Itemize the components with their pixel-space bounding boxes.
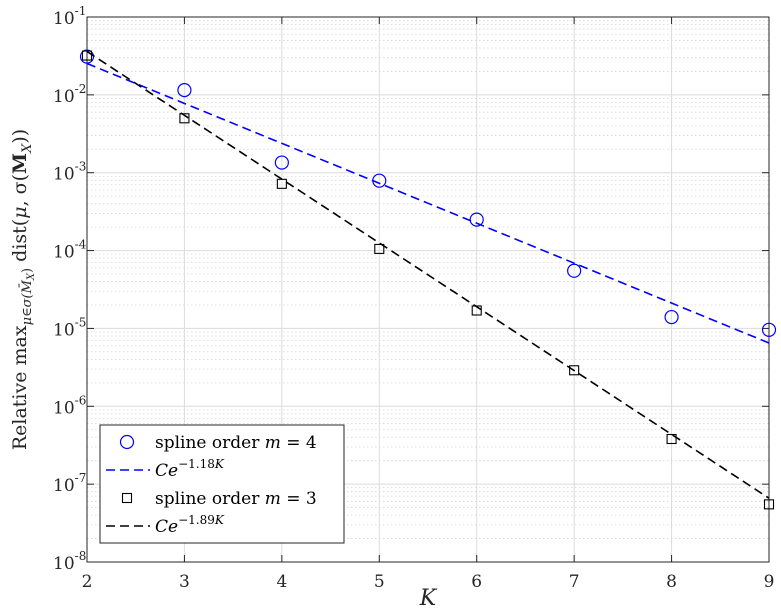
y-tick-label: 10-7 xyxy=(53,471,86,496)
y-label-mu: μ xyxy=(9,206,31,218)
data-point-square xyxy=(179,113,190,124)
legend: spline order m = 4 Ce−1.18K spline order m… xyxy=(99,424,345,544)
y-tick-label: 10-4 xyxy=(53,238,87,263)
legend-label: spline order m = 3 xyxy=(155,489,317,509)
y-label-dist: dist( xyxy=(9,219,31,268)
data-series xyxy=(79,49,777,510)
legend-item: spline order m = 3 xyxy=(121,489,317,509)
y-tick-label: 10-3 xyxy=(53,160,86,185)
data-point-circle xyxy=(274,155,289,170)
data-point-square xyxy=(569,365,580,376)
axis-ticks: 2 3 4 5 6 7 8 9 10-8 10-7 10-6 10-5 10-4 10-3 10-2 10-1 xyxy=(53,4,774,592)
data-point-square xyxy=(81,50,93,61)
y-tick-label: 10-6 xyxy=(53,393,86,418)
y-label-subscript-close: ) xyxy=(20,268,35,273)
data-point-circle xyxy=(761,322,777,337)
legend-label: spline order m = 4 xyxy=(155,433,317,453)
legend-item: spline order m = 4 xyxy=(119,433,317,453)
legend-marker-circle xyxy=(119,434,135,450)
data-point-square xyxy=(666,433,677,445)
y-tick-label: 10-5 xyxy=(53,315,86,340)
legend-marker-square xyxy=(121,492,133,504)
data-point-circle xyxy=(177,83,192,98)
axes-box xyxy=(86,16,770,563)
y-label-subscript: μ∈σ(M̄ xyxy=(19,279,35,325)
legend-item: Ce−1.89K xyxy=(106,513,225,537)
legend-label: Ce−1.18K xyxy=(155,457,225,481)
x-tick-label: 3 xyxy=(179,572,190,592)
x-tick-label: 8 xyxy=(666,572,677,592)
data-point-circle xyxy=(664,309,679,325)
x-tick-label: 9 xyxy=(764,572,775,592)
x-tick-label: 4 xyxy=(276,572,287,592)
x-tick-label: 2 xyxy=(82,572,93,592)
legend-items: spline order m = 4 Ce−1.18K spline order m… xyxy=(106,433,317,537)
data-point-square xyxy=(763,499,775,510)
x-tick-label: 6 xyxy=(471,572,482,592)
y-label-close: )) xyxy=(9,129,31,144)
data-point-circle xyxy=(567,263,582,278)
y-label-subscript-x: X xyxy=(26,272,37,281)
data-point-square xyxy=(276,178,287,189)
legend-box xyxy=(99,424,345,544)
x-axis-label: K xyxy=(419,586,438,611)
x-tick-label: 5 xyxy=(374,572,385,592)
y-label-x: X xyxy=(20,143,35,154)
y-axis-label: Relative maxμ∈σ(M̄X) dist(μ, σ(MX)) xyxy=(9,129,37,450)
y-label-m: M xyxy=(9,153,31,174)
legend-label: Ce−1.89K xyxy=(155,513,225,537)
y-tick-label: 10-8 xyxy=(53,549,86,574)
data-point-circle xyxy=(469,212,484,227)
data-point-square xyxy=(374,243,385,254)
series-fit-line-1 xyxy=(86,62,770,344)
legend-item: Ce−1.18K xyxy=(106,457,225,481)
y-label-lead: Relative max xyxy=(9,325,31,450)
x-tick-label: 7 xyxy=(569,572,580,592)
y-tick-label: 10-2 xyxy=(53,82,86,107)
y-label-sep: , σ( xyxy=(9,174,31,206)
series-fit-line-3 xyxy=(86,50,770,499)
y-tick-label: 10-1 xyxy=(53,4,86,29)
